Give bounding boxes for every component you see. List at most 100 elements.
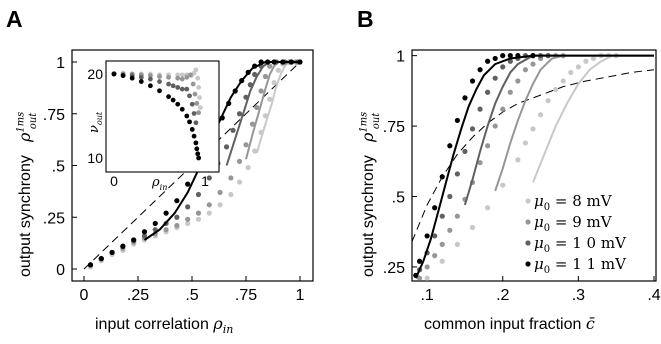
legend-label: μ0 = 8 mV [534, 192, 613, 213]
y-tick-label: .25 [43, 210, 65, 227]
data-point [454, 171, 460, 177]
inset-data-point [179, 86, 185, 92]
data-point [416, 258, 423, 264]
data-point [424, 264, 430, 270]
data-point [297, 59, 303, 65]
data-point [424, 275, 430, 281]
data-point [492, 55, 498, 62]
data-point [477, 160, 483, 166]
inset-data-point [184, 86, 190, 92]
inset-data-point [175, 85, 181, 90]
data-point [537, 112, 544, 118]
data-point [252, 63, 258, 69]
data-point [252, 71, 258, 78]
y-tick-label: .5 [52, 159, 65, 176]
data-point [243, 94, 249, 100]
inset-data-point [175, 75, 181, 81]
data-point [195, 191, 202, 198]
data-point [485, 143, 491, 149]
inset-data-point [190, 81, 196, 87]
data-point [439, 174, 445, 180]
inset-data-point [148, 76, 153, 82]
inset-data-point [194, 101, 200, 106]
plot-area [412, 53, 655, 281]
data-point [492, 75, 498, 81]
inset-data-point [129, 75, 135, 81]
y-tick-label: .5 [392, 189, 405, 206]
data-point [163, 210, 169, 216]
data-point [185, 181, 191, 187]
inset-data-point [179, 106, 185, 112]
inset-data-point [175, 101, 181, 107]
inset-data-point [157, 88, 162, 94]
y-tick-label: 0 [56, 262, 65, 279]
y-axis-label: output synchrony [17, 155, 34, 277]
data-point [131, 237, 137, 243]
data-point [219, 115, 225, 121]
data-point [120, 243, 126, 249]
data-point [217, 202, 223, 208]
inset-data-point [189, 101, 195, 107]
data-point [477, 67, 483, 73]
data-point [174, 198, 180, 204]
inset-x-tick-label: 1 [201, 173, 209, 189]
data-point [262, 113, 269, 119]
inset-data-point [195, 151, 201, 157]
data-point [239, 78, 245, 84]
data-point [245, 164, 251, 171]
x-axis-label: input correlation ρin [95, 314, 233, 336]
data-point [492, 123, 498, 129]
data-point [485, 205, 491, 211]
x-tick-label: .4 [647, 287, 660, 304]
inset-data-point [166, 74, 172, 80]
inset-data-point [196, 110, 202, 116]
panel-b: .1 .2 .3 .4 .25 .5 .75 1 common input fraction c… [358, 49, 661, 333]
data-point [447, 193, 453, 200]
data-point [236, 111, 243, 117]
x-tick-label: .25 [127, 287, 149, 304]
legend-label: μ0 = 1 1 mV [534, 255, 627, 276]
inset-data-point [170, 97, 176, 103]
data-point [243, 142, 249, 148]
data-point [267, 63, 273, 69]
data-point [583, 58, 589, 64]
data-point [575, 64, 581, 70]
data-point [447, 143, 453, 149]
data-point [262, 73, 269, 80]
data-point [109, 249, 115, 256]
y-tick-label: .25 [383, 260, 405, 277]
inset-y-axis-label: νout [87, 111, 104, 133]
data-point [141, 229, 148, 235]
y-tick-label: .75 [383, 119, 405, 136]
data-point [267, 96, 273, 102]
data-point [500, 106, 506, 112]
x-tick-label: 1 [296, 287, 305, 304]
data-point [217, 189, 223, 196]
data-point [515, 157, 521, 163]
data-point [454, 117, 460, 124]
inset-data-point [197, 95, 202, 100]
inset-frame [105, 60, 220, 173]
data-point [485, 89, 491, 95]
data-point [530, 126, 536, 132]
data-point [469, 78, 476, 84]
inset-data-point [184, 74, 190, 80]
data-point [254, 104, 260, 111]
data-point [275, 67, 281, 73]
inset-data-point [157, 79, 162, 84]
legend-marker [525, 261, 531, 267]
inset-data-point [188, 72, 193, 78]
data-point [249, 121, 256, 127]
data-point [485, 58, 491, 64]
y-tick-label: 1 [56, 55, 65, 72]
data-point [185, 216, 191, 222]
data-point [174, 222, 180, 229]
data-point [265, 59, 271, 65]
inset-data-point [193, 67, 199, 73]
legend-marker [525, 198, 531, 204]
data-point [228, 191, 234, 198]
inset-data-point [198, 105, 203, 110]
inset-data-point [166, 81, 172, 87]
inset-data-point [179, 76, 185, 82]
